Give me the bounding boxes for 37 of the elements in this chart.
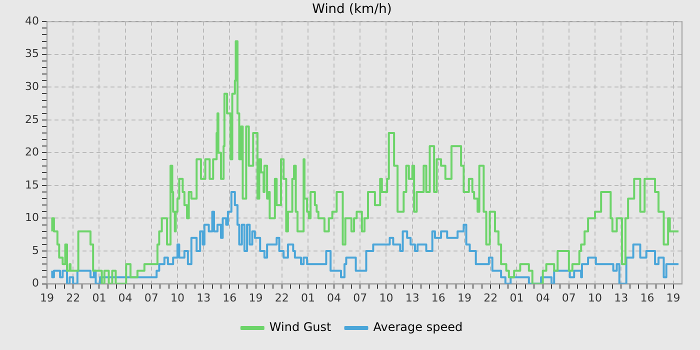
legend-label: Average speed xyxy=(373,320,463,334)
x-tick-label: 10 xyxy=(170,291,184,304)
y-tick-label: 40 xyxy=(24,14,39,28)
y-tick-label: 25 xyxy=(24,112,39,126)
y-tick-label: 20 xyxy=(24,146,39,159)
x-tick-label: 16 xyxy=(222,291,237,304)
y-tick-label: 35 xyxy=(24,47,39,60)
y-tick-label: 5 xyxy=(32,244,39,257)
x-tick-label: 07 xyxy=(353,291,368,304)
x-tick-label: 04 xyxy=(118,291,132,304)
x-tick-label: 07 xyxy=(562,291,576,304)
x-tick-label: 19 xyxy=(666,291,680,304)
x-tick-label: 04 xyxy=(536,291,550,304)
x-tick-label: 07 xyxy=(144,291,158,304)
x-tick-label: 22 xyxy=(66,291,80,304)
x-tick-label: 16 xyxy=(640,291,654,304)
x-tick-label: 13 xyxy=(405,291,420,304)
x-tick-label: 01 xyxy=(92,291,106,304)
x-tick-label: 01 xyxy=(300,291,315,304)
x-tick-label: 13 xyxy=(614,291,628,304)
y-tick-label: 10 xyxy=(24,211,39,224)
x-tick-label: 22 xyxy=(274,291,289,304)
y-tick-label: 0 xyxy=(32,276,39,290)
x-tick-label: 04 xyxy=(327,291,342,304)
legend-label: Wind Gust xyxy=(269,320,332,334)
x-tick-label: 16 xyxy=(431,291,446,304)
x-tick-label: 22 xyxy=(484,291,498,304)
x-tick-label: 13 xyxy=(196,291,211,304)
x-tick-label: 19 xyxy=(458,291,472,304)
x-tick-label: 19 xyxy=(248,291,263,304)
chart-title: Wind (km/h) xyxy=(312,2,392,18)
x-tick-label: 01 xyxy=(510,291,524,304)
x-tick-label: 10 xyxy=(588,291,602,304)
x-tick-label: 19 xyxy=(40,291,54,304)
x-tick-label: 10 xyxy=(379,291,394,304)
y-tick-label: 15 xyxy=(24,178,39,192)
y-tick-label: 30 xyxy=(24,80,39,94)
